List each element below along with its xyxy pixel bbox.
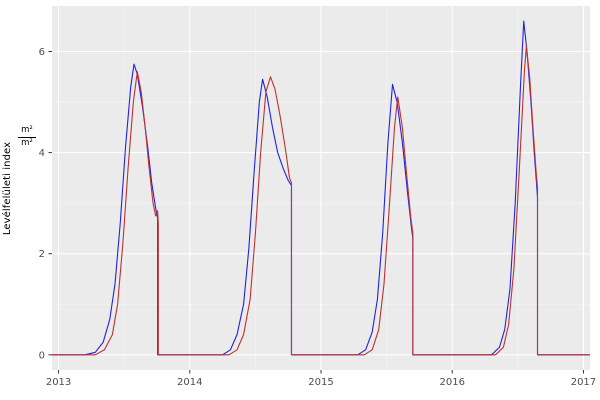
y-tick-label: 2 — [39, 249, 45, 260]
series-red-line — [52, 45, 590, 356]
x-tick-label: 2016 — [439, 377, 464, 388]
series-blue-line — [52, 20, 590, 356]
x-tick-label: 2014 — [177, 377, 202, 388]
y-tick-label: 0 — [39, 350, 45, 361]
axis-ticks — [48, 51, 584, 374]
x-tick-label: 2013 — [46, 377, 71, 388]
y-axis-labels: 0 2 4 6 — [39, 47, 45, 361]
y-tick-label: 6 — [39, 47, 45, 58]
y-tick-label: 4 — [39, 148, 45, 159]
grid-major — [52, 6, 590, 370]
x-tick-label: 2017 — [571, 377, 596, 388]
x-tick-label: 2015 — [308, 377, 333, 388]
x-axis-labels: 2013 2014 2015 2016 2017 — [46, 377, 596, 388]
